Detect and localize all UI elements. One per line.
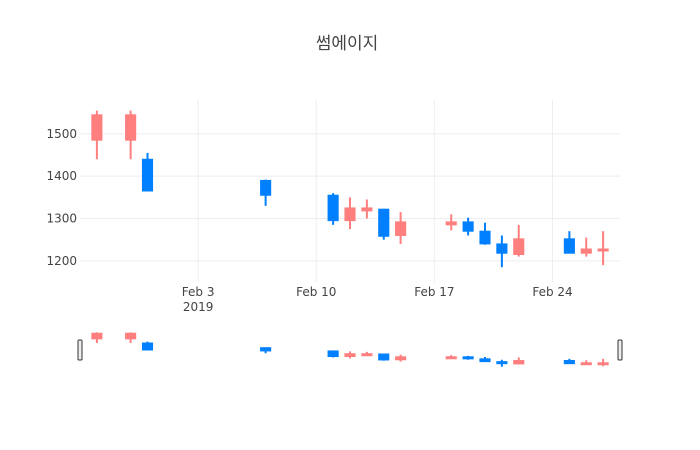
range-slider-handle-left[interactable] xyxy=(77,339,83,361)
x-tick-label: Feb 10 xyxy=(296,285,336,299)
candle xyxy=(125,110,137,160)
candle-body xyxy=(344,207,356,222)
candle-body xyxy=(260,347,272,352)
range-slider-candle xyxy=(327,350,339,358)
candle-body xyxy=(513,238,525,255)
candle-body xyxy=(91,114,103,141)
candle xyxy=(378,208,390,240)
candle-body xyxy=(479,230,491,245)
candle-body xyxy=(327,194,339,222)
candle xyxy=(563,231,575,254)
candle-body xyxy=(141,158,154,192)
candle-body xyxy=(597,362,609,366)
y-tick-label: 1200 xyxy=(46,254,77,268)
candle-body xyxy=(445,221,457,226)
candle-body xyxy=(378,208,390,237)
candle-body xyxy=(91,332,103,340)
range-slider[interactable] xyxy=(77,328,623,372)
range-slider-candle xyxy=(580,360,592,366)
candle-body xyxy=(496,243,508,254)
range-slider-candle xyxy=(260,347,272,354)
candle xyxy=(580,237,592,257)
candle-body xyxy=(462,221,474,232)
candle-body xyxy=(580,248,592,254)
candle xyxy=(479,222,491,245)
candle-body xyxy=(125,114,137,141)
y-tick-label: 1300 xyxy=(46,212,77,226)
candle-body xyxy=(479,358,491,363)
candle-body xyxy=(597,248,609,252)
candles xyxy=(91,110,609,268)
candle-body xyxy=(513,360,525,365)
candle-body xyxy=(361,353,373,357)
x-tick-label: Feb 3 xyxy=(182,285,215,299)
candle-body xyxy=(563,238,575,254)
y-axis-ticks: 1200 1300 1400 1500 xyxy=(46,127,77,268)
candle-body xyxy=(496,361,508,365)
candle xyxy=(513,224,525,257)
candle xyxy=(496,235,508,268)
range-slider-candle xyxy=(395,354,407,362)
candle-body xyxy=(563,360,575,365)
range-slider-candle xyxy=(141,341,154,351)
range-slider-candle xyxy=(378,353,390,361)
y-tick-label: 1400 xyxy=(46,169,77,183)
range-slider-candle xyxy=(513,357,525,365)
candle xyxy=(462,217,474,236)
candle xyxy=(141,152,154,192)
x-tick-year-label: 2019 xyxy=(183,300,214,314)
candle-body xyxy=(580,362,592,366)
range-slider-candle xyxy=(125,332,137,344)
candle xyxy=(260,179,272,206)
candle-body xyxy=(344,353,356,358)
candle xyxy=(344,197,356,230)
candle-body xyxy=(125,332,137,340)
candle xyxy=(327,193,339,225)
candle-body xyxy=(395,356,407,361)
x-tick-label: Feb 17 xyxy=(414,285,454,299)
candle-body xyxy=(327,350,339,358)
candle xyxy=(445,214,457,231)
range-slider-candle xyxy=(462,355,474,360)
candle-body xyxy=(395,221,407,236)
candle xyxy=(91,110,103,160)
range-slider-candle xyxy=(445,355,457,360)
grid-lines xyxy=(80,100,620,282)
range-slider-handle-right[interactable] xyxy=(617,339,623,361)
range-slider-candle xyxy=(563,358,575,365)
candle-body xyxy=(361,207,373,212)
range-slider-candle xyxy=(597,358,609,367)
candle xyxy=(361,199,373,219)
candle-body xyxy=(445,356,457,360)
y-tick-label: 1500 xyxy=(46,127,77,141)
candle-body xyxy=(378,353,390,361)
range-slider-candle xyxy=(91,332,103,344)
candle-body xyxy=(260,179,272,196)
candle-body xyxy=(141,342,154,351)
chart-title: 썸에이지 xyxy=(316,34,379,54)
x-tick-label: Feb 24 xyxy=(532,285,572,299)
range-slider-candle xyxy=(496,359,508,367)
range-slider-candle xyxy=(479,356,491,363)
range-slider-candle xyxy=(361,351,373,357)
candle xyxy=(597,231,609,266)
range-slider-candle xyxy=(344,351,356,359)
candle-body xyxy=(462,356,474,360)
candle xyxy=(395,212,407,244)
range-slider-background xyxy=(80,328,620,372)
